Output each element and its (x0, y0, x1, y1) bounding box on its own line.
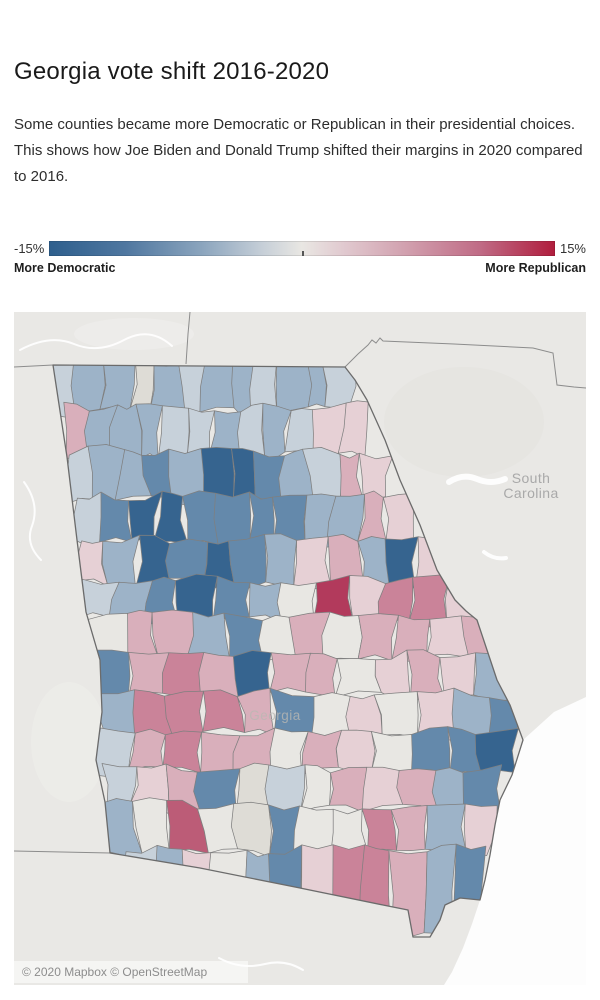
county-shape[interactable] (228, 534, 267, 589)
county-shape[interactable] (231, 448, 256, 500)
county-shape[interactable] (264, 533, 297, 587)
state-border-line (185, 312, 191, 365)
legend-gradient-bar (49, 241, 555, 256)
attribution-background (14, 961, 248, 983)
legend-min-label: -15% (14, 241, 45, 256)
page-title: Georgia vote shift 2016-2020 (14, 58, 330, 85)
atlantic-ocean (444, 697, 586, 985)
river-lake-line (482, 550, 508, 561)
state-label: Georgia (249, 708, 301, 723)
county-shape[interactable] (230, 801, 272, 858)
legend-left-caption: More Democratic (14, 261, 116, 275)
state-border-line (344, 337, 586, 389)
county-shape[interactable] (335, 729, 376, 773)
map-attribution[interactable]: © 2020 Mapbox © OpenStreetMap (22, 965, 207, 979)
county-shape[interactable] (361, 766, 404, 812)
river-lake-line (23, 481, 42, 561)
basemap-terrain-patch (31, 682, 107, 802)
state-border-line (14, 364, 54, 368)
county-shape[interactable] (162, 652, 205, 698)
county-shape[interactable] (305, 652, 338, 698)
neighbor-state-label: South Carolina (503, 470, 558, 501)
county-shape[interactable] (424, 803, 466, 852)
georgia-state-border (52, 364, 524, 938)
river-lake-line (19, 333, 173, 351)
river-lake-line (446, 473, 508, 485)
county-shape[interactable] (321, 611, 363, 660)
county-shape[interactable] (334, 658, 382, 698)
basemap-terrain-patch (74, 318, 194, 350)
county-shape[interactable] (213, 491, 252, 546)
county-shape[interactable] (463, 803, 498, 856)
county-shape[interactable] (358, 452, 394, 501)
page-subtitle: Some counties became more Democratic or … (14, 116, 583, 185)
legend-center-tick (302, 251, 304, 256)
legend-right-caption: More Republican (485, 261, 586, 275)
color-legend: -15% 15% More Democratic More Republican (14, 241, 586, 275)
county-shape[interactable] (182, 490, 219, 545)
state-border-line (14, 850, 111, 854)
county-shape[interactable] (411, 726, 451, 775)
legend-max-label: 15% (559, 241, 586, 256)
georgia-choropleth-map[interactable]: South Carolina Georgia © 2020 Mapbox © Open… (14, 312, 586, 985)
basemap-terrain-patch (384, 367, 544, 477)
